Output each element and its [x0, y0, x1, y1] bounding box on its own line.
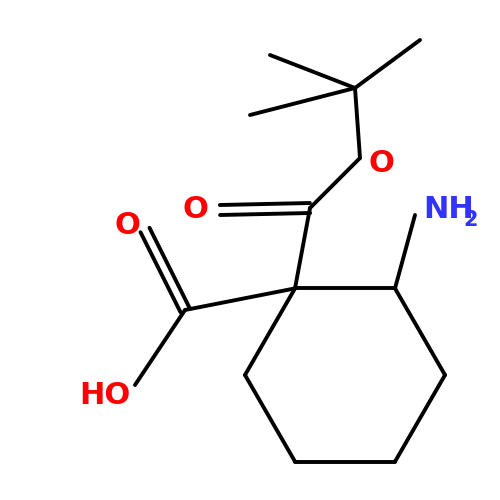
Text: O: O [182, 196, 208, 224]
Text: HO: HO [79, 380, 130, 410]
Text: 2: 2 [463, 210, 477, 230]
Text: O: O [114, 210, 140, 240]
Text: O: O [368, 148, 394, 178]
Text: NH: NH [423, 196, 474, 224]
